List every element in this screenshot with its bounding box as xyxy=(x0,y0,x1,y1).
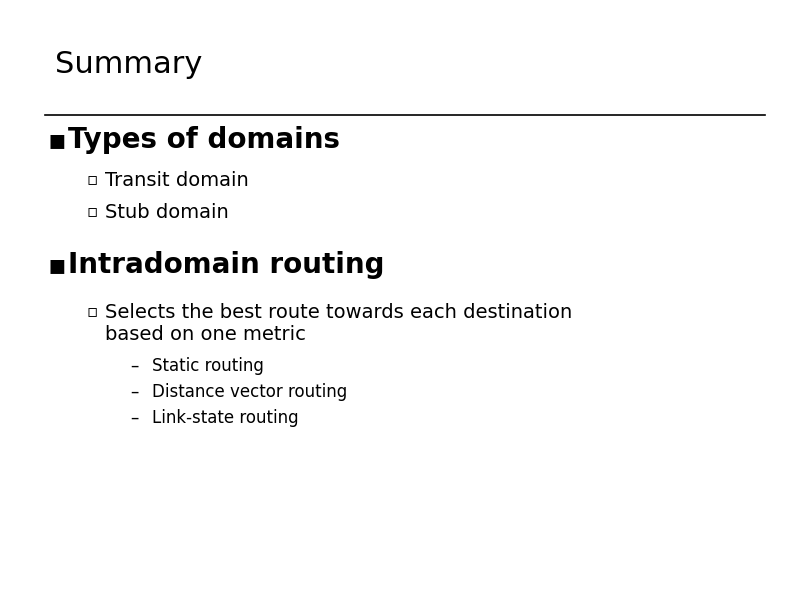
Text: Static routing: Static routing xyxy=(152,357,264,375)
Text: –: – xyxy=(130,357,138,375)
Text: Types of domains: Types of domains xyxy=(68,126,340,154)
Text: –: – xyxy=(130,383,138,401)
Text: Selects the best route towards each destination: Selects the best route towards each dest… xyxy=(105,303,572,322)
Text: ▫: ▫ xyxy=(87,303,98,321)
Text: Intradomain routing: Intradomain routing xyxy=(68,251,384,279)
Text: based on one metric: based on one metric xyxy=(105,325,306,344)
Text: ▪: ▪ xyxy=(47,251,66,279)
Text: –: – xyxy=(130,409,138,427)
Text: Transit domain: Transit domain xyxy=(105,171,249,189)
Text: Link-state routing: Link-state routing xyxy=(152,409,299,427)
Text: Summary: Summary xyxy=(55,50,202,79)
Text: Stub domain: Stub domain xyxy=(105,202,229,221)
Text: ▫: ▫ xyxy=(87,203,98,221)
Text: ▫: ▫ xyxy=(87,171,98,189)
Text: Distance vector routing: Distance vector routing xyxy=(152,383,347,401)
Text: ▪: ▪ xyxy=(47,126,66,154)
